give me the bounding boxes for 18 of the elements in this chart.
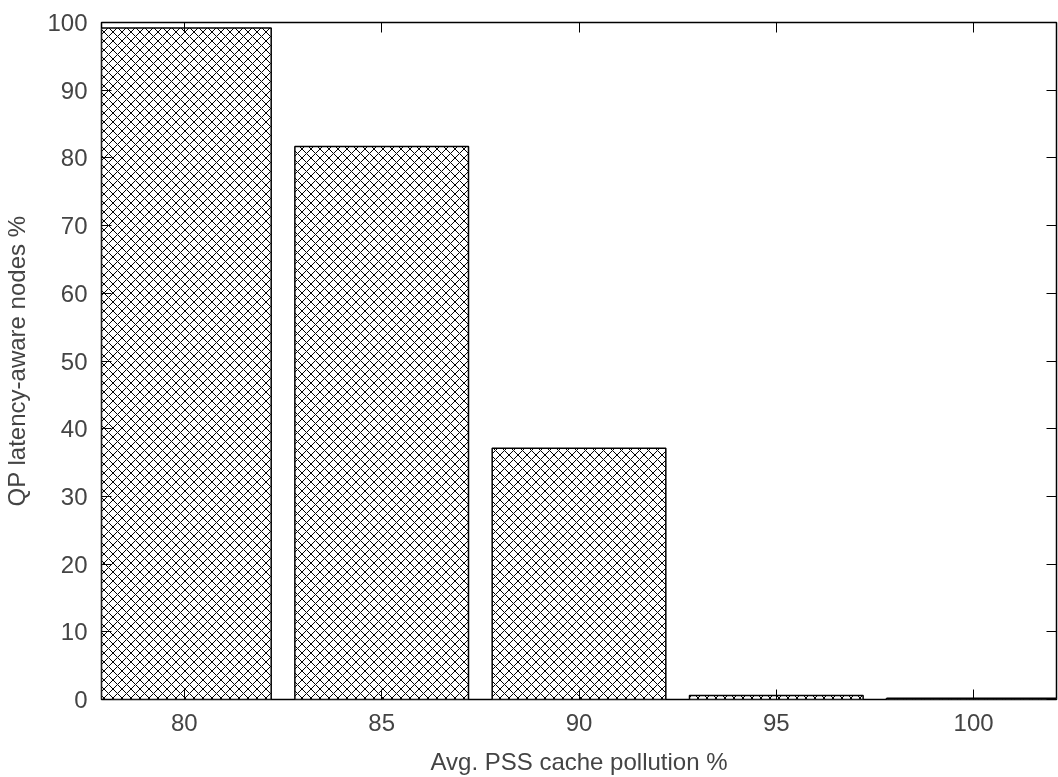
- x-tick-label: 85: [368, 708, 396, 736]
- y-tick-label: 40: [60, 415, 88, 443]
- x-tick-label: 80: [171, 708, 198, 736]
- y-axis-title: QP latency-aware nodes %: [3, 216, 31, 507]
- y-tick-label: 20: [60, 550, 88, 578]
- y-tick-label: 30: [60, 482, 88, 510]
- y-tick-label: 10: [60, 618, 88, 646]
- x-tick-label: 100: [953, 708, 994, 736]
- x-tick-label: 90: [565, 708, 593, 736]
- x-tick-label: 95: [762, 708, 790, 736]
- y-tick-label: 50: [60, 347, 88, 375]
- y-tick-label: 0: [74, 686, 88, 713]
- y-tick-label: 60: [60, 279, 88, 307]
- x-axis-title: Avg. PSS cache pollution %: [430, 747, 728, 775]
- y-tick-label: 70: [60, 212, 88, 240]
- y-tick-label: 100: [47, 9, 88, 36]
- y-tick-label: 80: [60, 144, 88, 172]
- y-tick-label: 90: [60, 76, 88, 104]
